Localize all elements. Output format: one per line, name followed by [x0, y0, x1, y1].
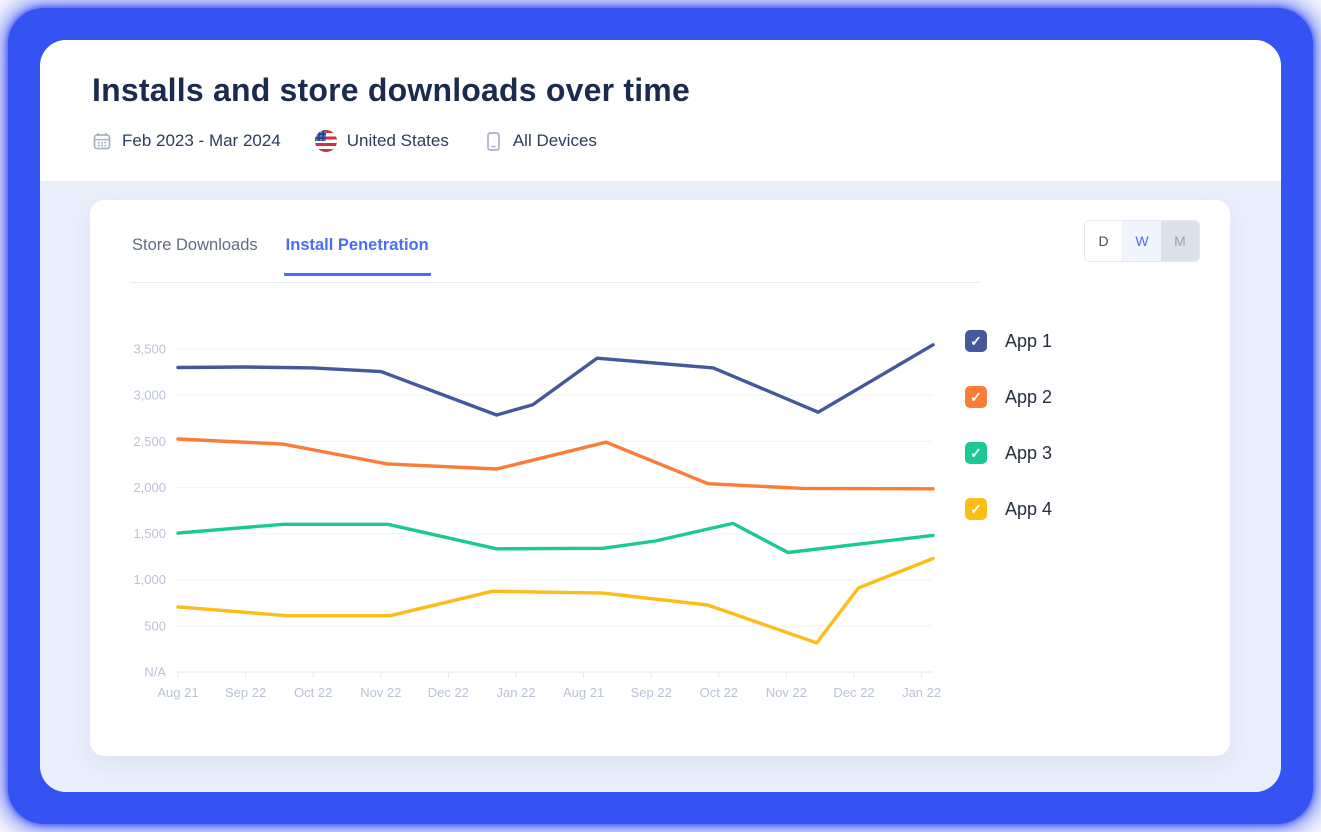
x-axis-label: Nov 22 — [766, 685, 807, 700]
x-axis-label: Oct 22 — [700, 685, 738, 700]
date-range-filter[interactable]: Feb 2023 - Mar 2024 — [92, 131, 281, 151]
legend-item-app-2[interactable]: ✓ App 2 — [965, 386, 1052, 408]
us-flag-icon — [314, 130, 337, 152]
x-axis-label: Aug 21 — [563, 685, 604, 700]
x-axis-label: Jan 22 — [902, 685, 941, 700]
calendar-icon — [92, 131, 112, 151]
legend-item-app-1[interactable]: ✓ App 1 — [965, 330, 1052, 352]
page-title: Installs and store downloads over time — [92, 72, 690, 108]
device-label: All Devices — [512, 131, 597, 150]
y-axis-label: 3,000 — [133, 388, 166, 403]
legend-checkbox-checked-icon[interactable]: ✓ — [965, 330, 987, 352]
legend-checkbox-checked-icon[interactable]: ✓ — [965, 498, 987, 520]
granularity-daily-button[interactable]: D — [1085, 221, 1123, 261]
series-line-app-3 — [176, 521, 935, 555]
country-filter[interactable]: United States — [314, 130, 449, 152]
date-range-label: Feb 2023 - Mar 2024 — [122, 131, 281, 150]
line-chart: 3,500 3,000 2,500 2,000 1,500 1,000 500 N/A Aug … — [133, 342, 941, 701]
x-axis-label: Dec 22 — [833, 685, 874, 700]
tab-bar: Store Downloads Install Penetration — [130, 236, 431, 276]
app-window: Installs and store downloads over time F… — [40, 40, 1281, 792]
y-axis-label: 1,000 — [133, 572, 166, 587]
tab-install-penetration[interactable]: Install Penetration — [283, 236, 431, 276]
legend: ✓ App 1 ✓ App 2 ✓ App 3 ✓ App 4 — [965, 330, 1052, 520]
mobile-device-icon — [483, 131, 503, 151]
y-axis-label: N/A — [144, 665, 166, 680]
legend-label: App 4 — [1005, 498, 1053, 519]
x-axis-label: Sep 22 — [631, 685, 672, 700]
y-axis-label: 1,500 — [133, 526, 166, 541]
page-header: Installs and store downloads over time F… — [40, 40, 1281, 181]
granularity-toggle: D W M — [1084, 220, 1200, 262]
y-axis-label: 2,000 — [133, 480, 166, 495]
y-axis-label: 500 — [144, 618, 166, 633]
legend-label: App 2 — [1005, 386, 1053, 407]
x-axis-label: Dec 22 — [428, 685, 469, 700]
legend-checkbox-checked-icon[interactable]: ✓ — [965, 442, 987, 464]
legend-label: App 3 — [1005, 442, 1053, 463]
granularity-weekly-button[interactable]: W — [1123, 221, 1161, 261]
x-axis-label: Sep 22 — [225, 685, 266, 700]
tab-store-downloads[interactable]: Store Downloads — [132, 236, 258, 254]
header-meta: Feb 2023 - Mar 2024 United States All De… — [92, 130, 597, 152]
x-axis-label: Jan 22 — [496, 685, 535, 700]
x-axis-label: Nov 22 — [360, 685, 401, 700]
granularity-monthly-button[interactable]: M — [1161, 221, 1199, 261]
legend-item-app-3[interactable]: ✓ App 3 — [965, 442, 1052, 464]
y-axis-label: 2,500 — [133, 434, 166, 449]
series-line-app-2 — [176, 437, 935, 491]
chart-card: Store Downloads Install Penetration D W … — [90, 200, 1230, 756]
legend-label: App 1 — [1005, 330, 1053, 351]
country-label: United States — [346, 131, 449, 150]
device-filter[interactable]: All Devices — [483, 131, 597, 151]
series-line-app-4 — [176, 556, 935, 645]
series-line-app-1 — [176, 343, 935, 417]
x-axis-label: Oct 22 — [294, 685, 332, 700]
legend-item-app-4[interactable]: ✓ App 4 — [965, 498, 1052, 520]
y-axis-label: 3,500 — [133, 342, 166, 357]
content-area: Store Downloads Install Penetration D W … — [40, 181, 1281, 792]
x-axis-label: Aug 21 — [157, 685, 198, 700]
tab-divider — [130, 282, 980, 283]
legend-checkbox-checked-icon[interactable]: ✓ — [965, 386, 987, 408]
